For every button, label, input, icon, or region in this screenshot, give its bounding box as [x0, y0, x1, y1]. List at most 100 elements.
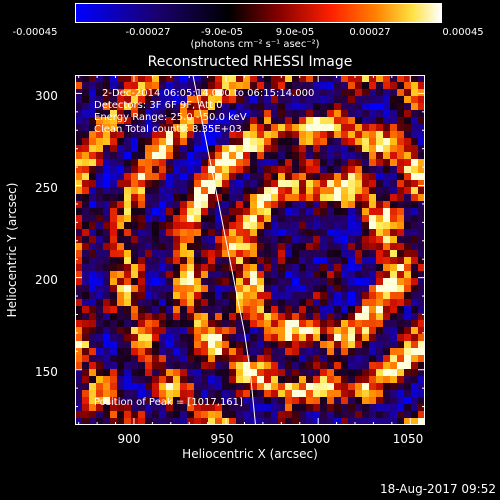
heatmap-cell — [390, 271, 397, 278]
heatmap-cell — [159, 89, 166, 96]
heatmap-cell — [362, 250, 369, 257]
heatmap-cell — [194, 173, 201, 180]
heatmap-cell — [82, 103, 89, 110]
heatmap-cell — [334, 159, 341, 166]
heatmap-cell — [152, 306, 159, 313]
heatmap-cell — [376, 383, 383, 390]
heatmap-cell — [390, 383, 397, 390]
heatmap-cell — [103, 103, 110, 110]
heatmap-cell — [124, 383, 131, 390]
plot-area: 2-Dec-2014 06:05:14.000 to 06:15:14.000 … — [75, 75, 425, 425]
heatmap-cell — [278, 418, 285, 425]
heatmap-cell — [404, 306, 411, 313]
heatmap-cell — [166, 362, 173, 369]
heatmap-cell — [110, 355, 117, 362]
heatmap-cell — [243, 362, 250, 369]
heatmap-cell — [96, 383, 103, 390]
heatmap-cell — [264, 376, 271, 383]
heatmap-cell — [306, 236, 313, 243]
heatmap-cell — [320, 271, 327, 278]
heatmap-cell — [264, 348, 271, 355]
heatmap-cell — [369, 369, 376, 376]
heatmap-cell — [229, 82, 236, 89]
heatmap-cell — [264, 341, 271, 348]
heatmap-cell — [257, 376, 264, 383]
heatmap-cell — [292, 362, 299, 369]
heatmap-cell — [418, 376, 425, 383]
heatmap-cell — [173, 306, 180, 313]
heatmap-cell — [285, 327, 292, 334]
heatmap-cell — [194, 306, 201, 313]
heatmap-cell — [292, 180, 299, 187]
heatmap-cell — [383, 341, 390, 348]
heatmap-cell — [131, 334, 138, 341]
heatmap-cell — [376, 145, 383, 152]
heatmap-cell — [124, 299, 131, 306]
heatmap-cell — [222, 166, 229, 173]
heatmap-cell — [299, 173, 306, 180]
heatmap-cell — [397, 327, 404, 334]
heatmap-cell — [376, 369, 383, 376]
heatmap-cell — [215, 299, 222, 306]
heatmap-cell — [306, 173, 313, 180]
heatmap-cell — [229, 138, 236, 145]
heatmap-cell — [173, 75, 180, 82]
heatmap-cell — [362, 103, 369, 110]
heatmap-cell — [306, 348, 313, 355]
heatmap-cell — [166, 411, 173, 418]
heatmap-cell — [236, 327, 243, 334]
heatmap-cell — [313, 96, 320, 103]
timestamp: 18-Aug-2017 09:52 — [379, 482, 496, 496]
heatmap-cell — [334, 229, 341, 236]
heatmap-cell — [82, 117, 89, 124]
heatmap-cell — [159, 411, 166, 418]
heatmap-cell — [250, 299, 257, 306]
heatmap-cell — [285, 152, 292, 159]
heatmap-cell — [159, 250, 166, 257]
heatmap-cell — [313, 159, 320, 166]
heatmap-cell — [278, 313, 285, 320]
heatmap-cell — [376, 166, 383, 173]
heatmap-cell — [166, 166, 173, 173]
heatmap-cell — [103, 264, 110, 271]
heatmap-cell — [264, 152, 271, 159]
heatmap-cell — [341, 138, 348, 145]
heatmap-cell — [110, 173, 117, 180]
heatmap-cell — [229, 103, 236, 110]
heatmap-cell — [215, 82, 222, 89]
heatmap-cell — [250, 110, 257, 117]
heatmap-cell — [208, 215, 215, 222]
heatmap-cell — [145, 320, 152, 327]
heatmap-cell — [166, 208, 173, 215]
heatmap-cell — [299, 306, 306, 313]
heatmap-cell — [89, 369, 96, 376]
heatmap-cell — [229, 215, 236, 222]
heatmap-cell — [341, 306, 348, 313]
heatmap-cell — [313, 278, 320, 285]
heatmap-cell — [229, 362, 236, 369]
heatmap-cell — [306, 390, 313, 397]
heatmap-cell — [138, 397, 145, 404]
heatmap-cell — [222, 222, 229, 229]
heatmap-cell — [75, 383, 82, 390]
heatmap-cell — [264, 96, 271, 103]
heatmap-cell — [89, 264, 96, 271]
heatmap-cell — [110, 257, 117, 264]
heatmap-cell — [215, 397, 222, 404]
heatmap-cell — [124, 404, 131, 411]
heatmap-cell — [250, 124, 257, 131]
heatmap-cell — [194, 285, 201, 292]
heatmap-cell — [334, 117, 341, 124]
heatmap-cell — [201, 383, 208, 390]
heatmap-cell — [229, 299, 236, 306]
heatmap-cell — [411, 411, 418, 418]
heatmap-cell — [215, 89, 222, 96]
heatmap-cell — [404, 334, 411, 341]
heatmap-cell — [250, 355, 257, 362]
heatmap-cell — [201, 271, 208, 278]
heatmap-cell — [159, 166, 166, 173]
heatmap-cell — [257, 292, 264, 299]
heatmap-cell — [418, 180, 425, 187]
heatmap-cell — [250, 201, 257, 208]
heatmap-cell — [159, 229, 166, 236]
